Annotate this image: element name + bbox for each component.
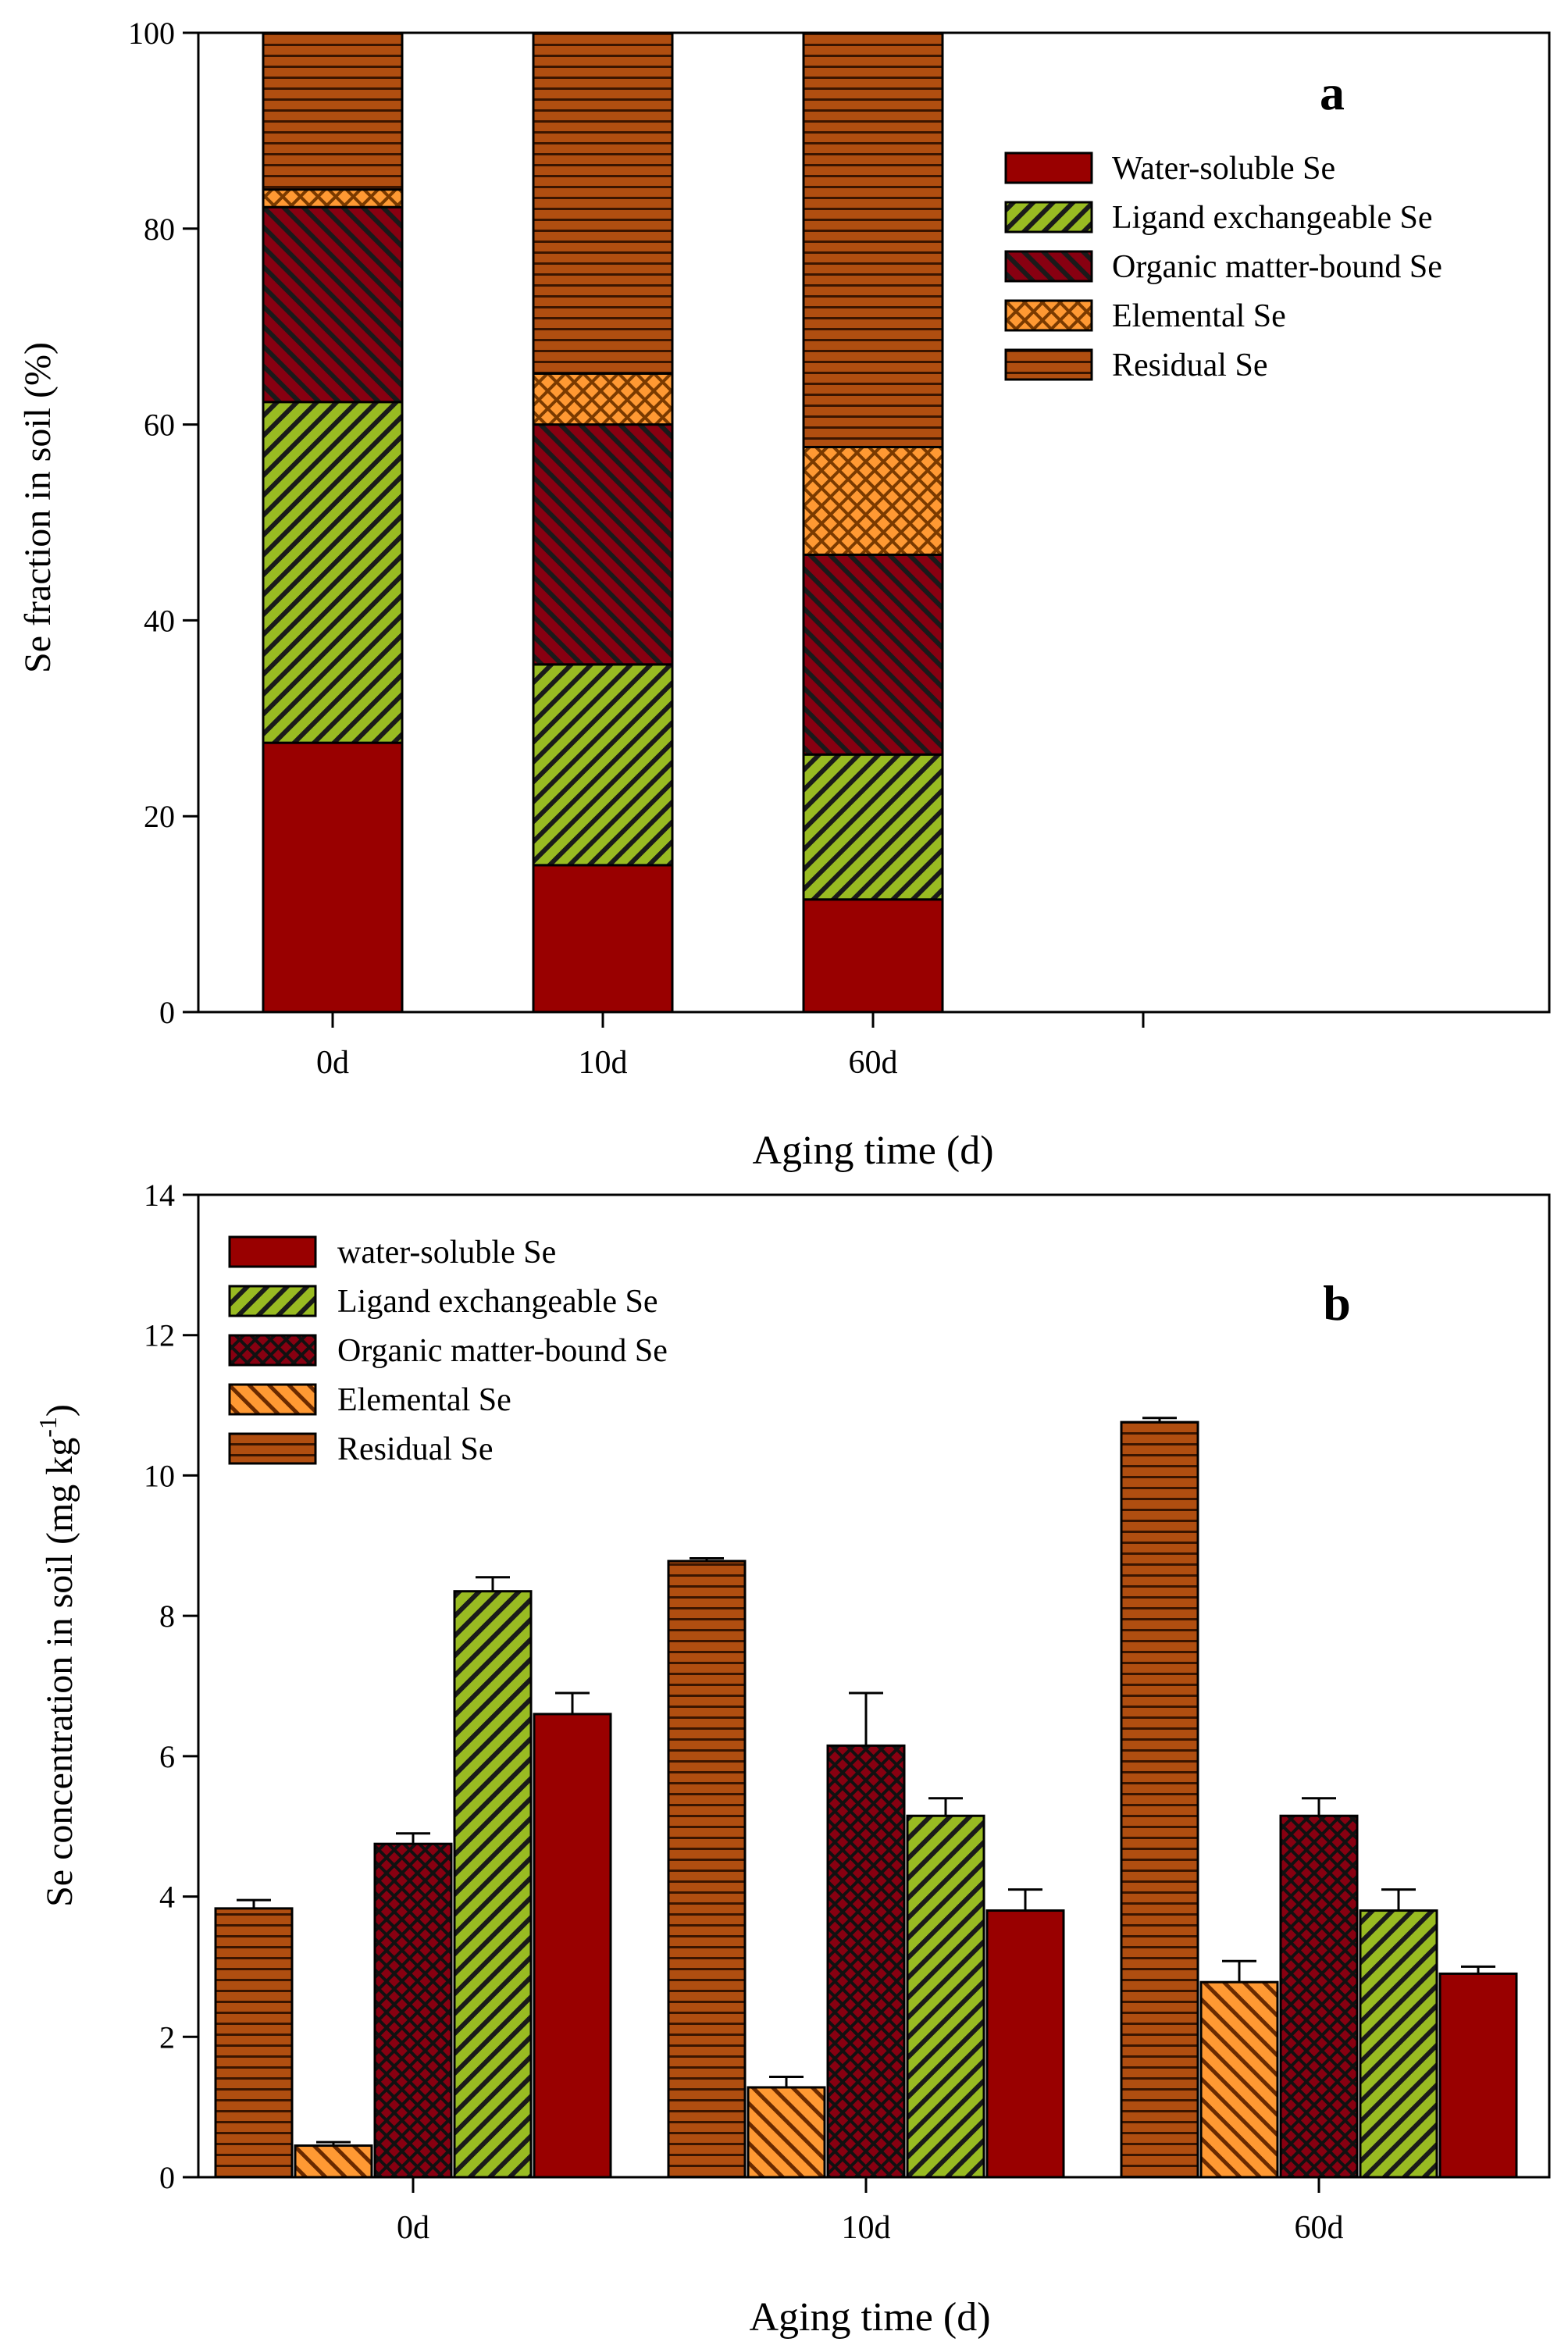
legend-swatch-elemental [1004, 299, 1093, 332]
bar-water-60d [802, 898, 944, 1014]
y-tick-label: 14 [144, 1178, 175, 1213]
axes-group: 0 20 40 60 80 100 0d 10d 60d [128, 16, 1551, 1081]
bar-ligand-60d [802, 753, 944, 901]
legend-swatch-water [228, 1235, 317, 1268]
x-tick-label-0d: 0d [316, 1045, 349, 1081]
axes-group: 0 2 4 6 8 10 12 14 0d 10d 60d [144, 1178, 1551, 2246]
legend-swatch-organic [1004, 250, 1093, 283]
bar-ligand-10d [906, 1814, 985, 2179]
bar-elemental-0d [294, 2144, 373, 2179]
panel-label: a [1320, 65, 1345, 120]
legend-swatch-ligand [1004, 201, 1093, 233]
x-tick-label-10d: 10d [579, 1045, 628, 1081]
legend-swatch-residual [228, 1432, 317, 1465]
bar-organic-10d [532, 423, 674, 666]
legend-swatch-ligand [228, 1285, 317, 1317]
bar-ligand-0d [262, 401, 404, 744]
legend-swatch-elemental [228, 1383, 317, 1416]
x-tick-label-0d: 0d [397, 2210, 429, 2246]
x-tick-label-60d: 60d [849, 1045, 898, 1081]
bar-residual-60d [1120, 1420, 1199, 2179]
bar-elemental-60d [802, 445, 944, 556]
y-tick-label: 6 [159, 1739, 175, 1774]
legend: water-soluble Se Ligand exchangeable Se Or… [228, 1235, 668, 1467]
bar-water-60d [1438, 1972, 1518, 2179]
legend-label-water: Water-soluble Se [1112, 151, 1335, 187]
y-tick-label: 20 [144, 799, 175, 834]
y-tick-label: 10 [144, 1458, 175, 1493]
y-axis-label: Se concentration in soil (mg kg-1) [34, 1404, 80, 1907]
panel-label: b [1323, 1275, 1351, 1331]
legend-swatch-water [1004, 151, 1093, 184]
legend-label-elemental: Elemental Se [337, 1382, 511, 1418]
bar-organic-10d [826, 1744, 906, 2179]
panel-b: Se concentration in soil (mg kg-1) Aging… [34, 1178, 1551, 2340]
bar-elemental-10d [532, 372, 674, 426]
bar-ligand-60d [1359, 1909, 1438, 2179]
bar-water-10d [985, 1909, 1065, 2179]
x-tick-label-60d: 60d [1295, 2210, 1344, 2246]
bar-water-10d [532, 864, 674, 1014]
y-tick-label: 60 [144, 408, 175, 443]
y-tick-label: 100 [128, 16, 175, 51]
legend-label-elemental: Elemental Se [1112, 298, 1286, 334]
y-tick-label: 8 [159, 1599, 175, 1634]
bar-organic-0d [373, 1842, 453, 2179]
y-tick-label: 12 [144, 1318, 175, 1353]
y-tick-label: 0 [159, 2160, 175, 2195]
bar-organic-0d [262, 205, 404, 404]
bar-ligand-0d [453, 1590, 533, 2179]
bar-elemental-60d [1199, 1980, 1279, 2179]
legend-swatch-residual [1004, 348, 1093, 381]
bar-ligand-10d [532, 663, 674, 867]
y-axis-label-end: ) [39, 1404, 80, 1417]
y-tick-label: 40 [144, 603, 175, 638]
y-axis-label-main: Se concentration in soil (mg kg [39, 1438, 80, 1907]
legend-swatch-organic [228, 1334, 317, 1367]
bar-residual-0d [262, 31, 404, 191]
bar-residual-0d [214, 1907, 294, 2179]
legend-label-residual: Residual Se [1112, 348, 1267, 383]
y-tick-label: 4 [159, 1880, 175, 1915]
legend: Water-soluble Se Ligand exchangeable Se Or… [1004, 151, 1442, 383]
legend-label-ligand: Ligand exchangeable Se [337, 1284, 657, 1320]
bar-elemental-10d [747, 2086, 826, 2179]
y-tick-label: 0 [159, 995, 175, 1030]
bars-group [214, 1417, 1518, 2179]
panel-a: Se fraction in soil (%) Aging time (d) a… [17, 16, 1551, 1173]
x-axis-label: Aging time (d) [752, 1128, 993, 1173]
bar-residual-10d [532, 31, 674, 375]
bar-organic-60d [802, 553, 944, 756]
bar-residual-60d [802, 31, 944, 448]
x-axis-label: Aging time (d) [749, 2295, 990, 2340]
bar-organic-60d [1279, 1814, 1359, 2179]
legend-label-water: water-soluble Se [337, 1235, 556, 1271]
bar-residual-10d [667, 1559, 747, 2179]
y-tick-label: 2 [159, 2019, 175, 2055]
legend-label-organic: Organic matter-bound Se [337, 1333, 668, 1369]
plot-frame [197, 1193, 1551, 2179]
y-axis-label: Se fraction in soil (%) [17, 342, 59, 673]
legend-label-residual: Residual Se [337, 1431, 493, 1467]
legend-label-organic: Organic matter-bound Se [1112, 249, 1442, 285]
bar-elemental-0d [262, 188, 404, 209]
bar-water-0d [533, 1713, 612, 2179]
bar-water-0d [262, 741, 404, 1014]
y-axis-label-superscript: -1 [34, 1417, 62, 1438]
x-tick-label-10d: 10d [842, 2210, 891, 2246]
bars-group [262, 31, 944, 1014]
y-tick-label: 80 [144, 212, 175, 247]
legend-label-ligand: Ligand exchangeable Se [1112, 200, 1432, 236]
